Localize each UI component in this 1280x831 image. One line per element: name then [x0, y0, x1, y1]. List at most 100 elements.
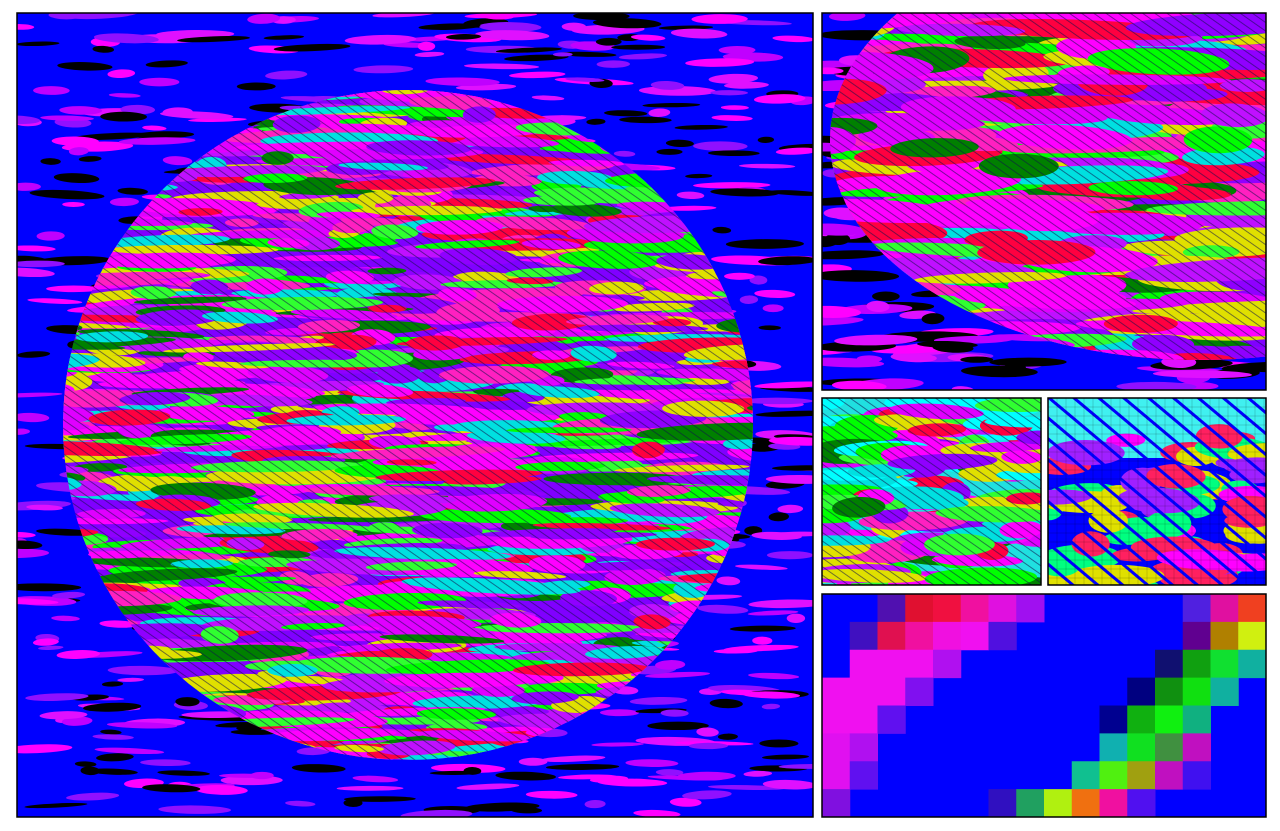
texture: [175, 697, 200, 707]
texture: [17, 24, 35, 30]
texture: [753, 94, 806, 104]
texture: [724, 81, 769, 89]
texture: [761, 703, 781, 710]
texture: [1210, 621, 1239, 651]
texture: [757, 136, 775, 143]
texture: [822, 317, 864, 326]
texture: [445, 33, 482, 40]
texture: [768, 190, 813, 196]
texture: [108, 93, 141, 98]
texture: [96, 753, 134, 762]
texture: [677, 771, 736, 781]
texture: [629, 696, 688, 705]
texture: [475, 30, 550, 41]
texture: [748, 599, 813, 609]
texture: [40, 158, 61, 165]
texture: [118, 137, 196, 145]
texture: [145, 60, 188, 68]
texture: [1155, 677, 1184, 706]
texture: [775, 147, 813, 155]
texture: [100, 111, 147, 122]
texture: [1238, 649, 1267, 679]
texture: [1182, 649, 1211, 679]
texture: [139, 77, 180, 87]
texture: [265, 70, 308, 80]
texture: [1099, 789, 1128, 818]
panel: [822, 398, 1041, 585]
texture: [849, 761, 878, 790]
texture: [36, 528, 96, 536]
texture: [63, 13, 139, 20]
texture: [40, 115, 94, 121]
panel: [1048, 398, 1266, 585]
texture: [17, 260, 65, 268]
texture: [89, 768, 138, 775]
texture: [688, 742, 728, 750]
texture: [1044, 789, 1073, 818]
texture: [933, 621, 962, 651]
texture: [107, 69, 136, 79]
texture: [1155, 761, 1184, 790]
texture: [1127, 733, 1156, 762]
texture: [960, 621, 989, 651]
texture: [822, 789, 851, 818]
texture: [107, 665, 179, 676]
panel-frame: [1047, 397, 1267, 586]
texture: [561, 22, 587, 31]
texture: [418, 23, 481, 30]
texture: [74, 761, 97, 767]
texture: [291, 764, 346, 773]
texture: [877, 677, 906, 706]
texture: [739, 295, 759, 304]
texture: [273, 43, 351, 52]
texture: [478, 22, 542, 32]
texture: [650, 80, 685, 90]
texture: [92, 734, 134, 740]
texture: [531, 95, 565, 101]
texture: [236, 725, 262, 732]
texture: [1182, 761, 1211, 790]
texture: [759, 739, 799, 748]
texture: [960, 594, 989, 623]
texture: [1116, 381, 1197, 390]
texture: [68, 147, 89, 156]
texture: [655, 769, 684, 776]
texture: [725, 239, 804, 249]
texture: [872, 291, 900, 302]
texture: [46, 285, 102, 293]
texture: [464, 802, 540, 812]
texture: [917, 340, 978, 349]
texture: [52, 591, 86, 599]
texture: [786, 613, 806, 624]
texture: [142, 784, 201, 793]
texture: [604, 110, 648, 117]
texture: [768, 436, 813, 446]
texture: [17, 245, 56, 252]
texture: [1182, 594, 1211, 623]
texture: [599, 709, 640, 717]
texture: [711, 115, 753, 121]
texture: [1016, 789, 1045, 818]
texture: [17, 598, 59, 605]
texture: [429, 770, 481, 776]
texture: [17, 392, 63, 398]
texture: [1127, 761, 1156, 790]
texture: [1210, 649, 1239, 679]
texture: [25, 693, 89, 701]
texture: [509, 71, 566, 79]
texture: [1152, 370, 1252, 379]
texture: [230, 729, 277, 735]
texture: [849, 649, 878, 679]
texture: [352, 775, 399, 783]
texture: [83, 702, 142, 712]
texture: [17, 428, 30, 435]
texture: [285, 800, 316, 807]
texture: [822, 250, 885, 260]
texture: [905, 594, 934, 623]
texture: [1238, 594, 1267, 623]
texture: [755, 410, 813, 417]
panel-frame: [16, 12, 1267, 818]
texture: [713, 648, 758, 654]
texture: [195, 784, 248, 795]
